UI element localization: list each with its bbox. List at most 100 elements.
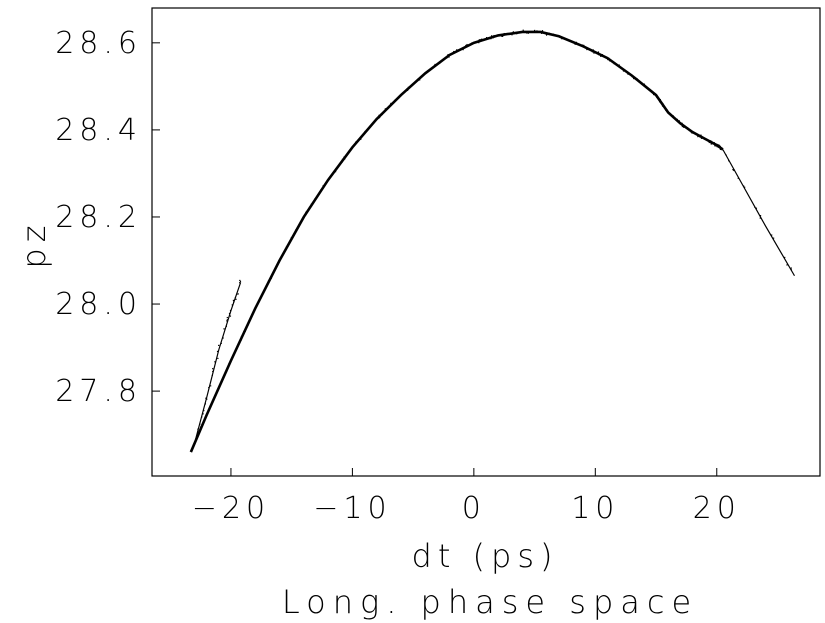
particle-point <box>501 35 503 37</box>
particle-point <box>737 177 739 179</box>
particle-point <box>511 34 513 36</box>
particle-point <box>773 237 775 239</box>
particle-point <box>480 38 482 41</box>
series-line <box>722 149 796 277</box>
particle-point <box>704 138 706 140</box>
particle-point <box>240 335 243 338</box>
series-1 <box>189 29 724 453</box>
particle-point <box>341 158 344 160</box>
particle-point <box>417 78 419 81</box>
particle-point <box>710 140 713 142</box>
particle-point <box>574 42 576 44</box>
particle-point <box>250 317 252 320</box>
particle-point <box>607 58 609 61</box>
particle-point <box>270 276 272 278</box>
particle-point <box>200 427 202 430</box>
particle-point <box>492 37 494 39</box>
particle-point <box>633 77 635 80</box>
particle-point <box>343 157 345 159</box>
particle-point <box>636 78 638 80</box>
particle-point <box>216 391 218 394</box>
particle-point <box>678 120 680 122</box>
particle-point <box>593 52 595 54</box>
particle-point <box>478 42 480 44</box>
particle-point <box>499 35 501 37</box>
particle-point <box>243 330 245 333</box>
particle-point <box>334 171 337 173</box>
particle-point <box>754 206 756 208</box>
particle-point <box>493 34 495 37</box>
particle-point <box>371 124 373 126</box>
tick-labels: −20 −10 0 10 20 27.8 28.0 28.2 28.4 28.6 <box>55 26 736 526</box>
particle-point <box>516 33 518 35</box>
particle-point <box>575 41 577 43</box>
particle-point <box>679 122 681 124</box>
particle-point <box>700 135 703 137</box>
particle-point <box>360 138 362 140</box>
particle-point <box>448 56 450 58</box>
particle-point <box>691 132 693 134</box>
particle-point <box>294 232 296 234</box>
particle-point <box>439 62 441 64</box>
particle-point <box>591 51 593 53</box>
particle-point <box>718 146 721 148</box>
particle-point <box>354 143 356 145</box>
particle-point <box>725 154 727 156</box>
particle-point <box>653 93 655 96</box>
particle-point <box>283 251 285 253</box>
particle-point <box>225 325 228 327</box>
particle-point <box>212 399 215 401</box>
particle-point <box>671 115 673 117</box>
particle-point <box>381 113 383 115</box>
particle-point <box>490 38 492 40</box>
particle-point <box>492 35 494 38</box>
series-line <box>189 30 724 453</box>
particle-point <box>314 198 316 200</box>
particle-point <box>290 237 292 239</box>
particle-point <box>661 103 663 105</box>
particle-point <box>661 105 664 107</box>
particle-point <box>509 32 511 34</box>
particle-point <box>561 38 563 40</box>
particle-point <box>305 211 307 213</box>
particle-point <box>211 374 213 377</box>
particle-point <box>503 34 505 36</box>
particle-point <box>666 109 668 111</box>
particle-point <box>228 312 231 315</box>
particle-point <box>716 146 718 148</box>
x-tick-label: −10 <box>313 491 391 526</box>
particle-point <box>540 32 543 34</box>
particle-point <box>690 131 692 133</box>
x-tick-label: 0 <box>462 491 486 526</box>
particle-point <box>656 96 658 98</box>
particle-point <box>201 424 204 426</box>
particle-point <box>456 49 458 51</box>
particle-point <box>512 31 514 33</box>
particle-point <box>490 35 493 37</box>
series-3 <box>193 279 242 444</box>
particle-point <box>710 143 712 145</box>
particle-point <box>199 423 201 425</box>
particle-point <box>672 115 674 117</box>
particle-point <box>548 32 550 34</box>
particle-point <box>526 32 528 34</box>
particle-point <box>363 133 365 135</box>
particle-point <box>541 30 544 32</box>
particle-point <box>196 435 198 437</box>
particle-point <box>333 170 335 173</box>
particle-point <box>683 126 685 128</box>
particle-point <box>759 215 762 217</box>
particle-point <box>375 118 377 120</box>
particle-point <box>202 423 205 425</box>
particle-point <box>218 344 220 347</box>
particle-point <box>239 282 241 284</box>
particle-point <box>381 113 383 116</box>
particle-point <box>535 31 538 33</box>
particle-point <box>203 409 205 412</box>
y-tick-label: 28.2 <box>55 200 142 235</box>
particle-point <box>665 109 667 111</box>
particle-point <box>549 33 551 35</box>
particle-point <box>669 113 671 115</box>
particle-point <box>609 60 611 62</box>
